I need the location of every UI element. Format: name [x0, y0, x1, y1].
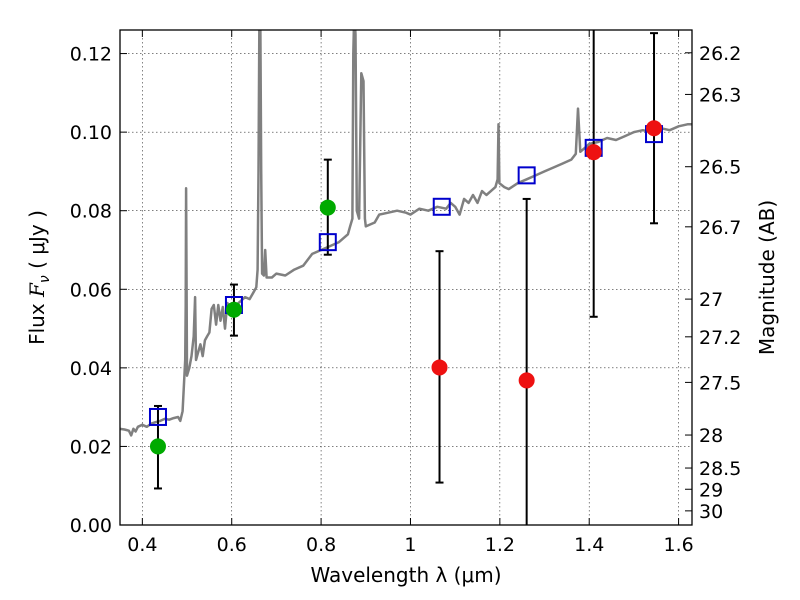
x-tick-label: 1.4: [574, 534, 604, 556]
model-photometry-squares: [148, 125, 664, 426]
detection-point: [149, 438, 166, 455]
y-tick-label: 0.02: [70, 436, 112, 458]
spectrum-line: [120, 30, 692, 437]
y-tick-label: 0.06: [70, 279, 112, 301]
mag-tick-label: 26.5: [699, 157, 741, 179]
detection-point: [225, 301, 242, 318]
measured-points: [149, 120, 663, 455]
mag-tick-label: 26.7: [699, 217, 741, 239]
x-tick-label: 0.8: [306, 534, 336, 556]
x-tick-label: 0.4: [127, 534, 157, 556]
non-detection-point: [518, 372, 535, 389]
x-tick-label: 1.6: [663, 534, 693, 556]
y-tick-label: 0.00: [70, 515, 112, 537]
x-tick-label: 1: [404, 534, 416, 556]
model-square: [318, 233, 337, 252]
mag-tick-label: 27: [699, 289, 723, 311]
mag-tick-label: 26.2: [699, 43, 741, 65]
grid-lines: [120, 30, 692, 526]
mag-tick-label: 29: [699, 479, 723, 501]
plot-frame: [119, 29, 693, 526]
x-tick-label: 0.6: [217, 534, 247, 556]
y-label-subscript: ν: [37, 275, 53, 283]
magnitude-axis-label: Magnitude (AB): [755, 200, 779, 355]
y-tick-label: 0.08: [70, 201, 112, 223]
model-square: [517, 166, 536, 185]
mag-tick-label: 28: [699, 425, 723, 447]
x-axis-label: Wavelength λ (μm): [310, 563, 501, 587]
non-detection-point: [431, 359, 448, 376]
ticks: 0.4 0.6 0.8 1 1.2 1.4 1.6 0.00 0.02 0.04 0.06 0.08 0…: [70, 30, 741, 556]
y-label-prefix: Flux: [25, 297, 49, 345]
y-label-suffix: Jy ): [25, 210, 49, 244]
y-label-symbol: F: [25, 282, 49, 298]
y-axis-label: Flux Fν ( μJy ): [25, 210, 53, 345]
mag-tick-label: 28.5: [699, 458, 741, 480]
x-tick-label: 1.2: [485, 534, 515, 556]
spectrum-layer: [120, 30, 692, 437]
detection-point: [319, 199, 336, 216]
mag-tick-label: 27.5: [699, 372, 741, 394]
y-tick-label: 0.10: [70, 122, 112, 144]
mag-tick-label: 30: [699, 501, 723, 523]
y-tick-label: 0.12: [70, 44, 112, 66]
y-label-middle: ( μ: [25, 242, 49, 276]
mag-tick-label: 27.2: [699, 327, 741, 349]
mag-tick-label: 26.3: [699, 84, 741, 106]
model-square: [432, 197, 451, 216]
model-square: [148, 407, 167, 426]
error-bars: [153, 30, 659, 525]
non-detection-point: [585, 144, 602, 161]
y-tick-label: 0.04: [70, 358, 112, 380]
non-detection-point: [646, 120, 663, 137]
